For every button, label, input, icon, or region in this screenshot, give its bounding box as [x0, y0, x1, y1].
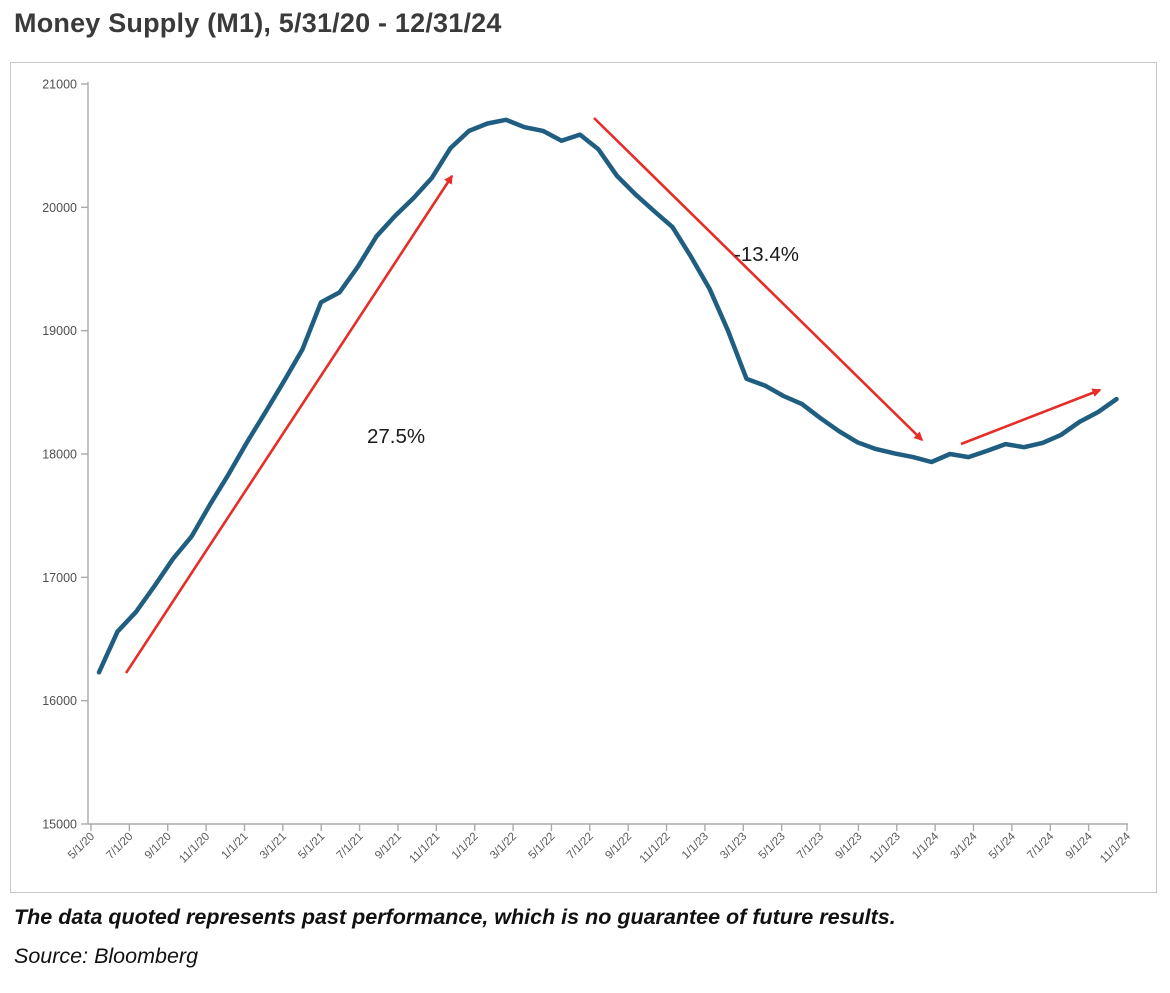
x-tick-label: 3/1/22: [488, 831, 519, 862]
x-tick-label: 3/1/23: [718, 831, 749, 862]
x-tick-label: 11/1/20: [177, 831, 212, 866]
x-tick-label: 9/1/20: [143, 831, 174, 862]
y-tick-label: 21000: [42, 78, 77, 92]
x-tick-label: 5/1/21: [296, 831, 327, 862]
x-tick-label: 11/1/21: [407, 831, 442, 866]
x-tick-label: 11/1/23: [868, 831, 903, 866]
x-tick-label: 3/1/24: [949, 830, 981, 862]
recovery-arrow: [960, 388, 1102, 446]
y-tick-label: 16000: [42, 694, 77, 708]
x-tick-label: 7/1/22: [565, 831, 596, 862]
source-text: Source: Bloomberg: [14, 944, 199, 968]
y-tick-label: 19000: [42, 324, 77, 338]
y-tick-label: 15000: [42, 817, 77, 831]
m1-series-line: [96, 117, 1119, 675]
x-tick-label: 7/1/24: [1025, 830, 1057, 862]
x-tick-label: 9/1/24: [1064, 830, 1096, 862]
disclaimer-text: The data quoted represents past performa…: [14, 905, 896, 929]
rise-pct-label: 27.5%: [367, 425, 425, 448]
x-tick-label: 1/1/23: [680, 831, 711, 862]
rise-arrow: [124, 174, 454, 674]
y-tick-label: 20000: [42, 201, 77, 215]
x-tick-label: 9/1/22: [603, 831, 634, 862]
chart-svg: 210002000019000180001700016000150005/1/2…: [42, 78, 1133, 866]
chart-frame: 21000 20000 19000 18000 17000 16000 15000 5/1/2…: [10, 62, 1157, 893]
x-tick-label: 1/1/22: [450, 831, 481, 862]
chart-title: Money Supply (M1), 5/31/20 - 12/31/24: [14, 8, 502, 38]
x-tick-label: 3/1/21: [258, 831, 289, 862]
x-tick-label: 9/1/23: [833, 831, 864, 862]
x-tick-label: 1/1/21: [219, 831, 250, 862]
x-tick-label: 7/1/20: [104, 831, 135, 862]
x-tick-label: 1/1/24: [910, 830, 942, 862]
y-tick-label: 18000: [42, 447, 77, 461]
x-tick-label: 7/1/23: [795, 831, 826, 862]
x-tick-label: 5/1/22: [526, 831, 557, 862]
x-tick-label: 11/1/22: [638, 831, 673, 866]
x-tick-label: 5/1/20: [66, 831, 97, 862]
x-tick-label: 7/1/21: [335, 831, 366, 862]
x-tick-label: 11/1/24: [1098, 830, 1133, 865]
x-tick-label: 5/1/23: [757, 831, 788, 862]
fall-arrow: [593, 117, 924, 442]
x-tick-label: 9/1/21: [373, 831, 404, 862]
x-tick-label: 5/1/24: [987, 830, 1019, 862]
y-tick-label: 17000: [42, 571, 77, 585]
fall-pct-label: -13.4%: [734, 243, 799, 266]
